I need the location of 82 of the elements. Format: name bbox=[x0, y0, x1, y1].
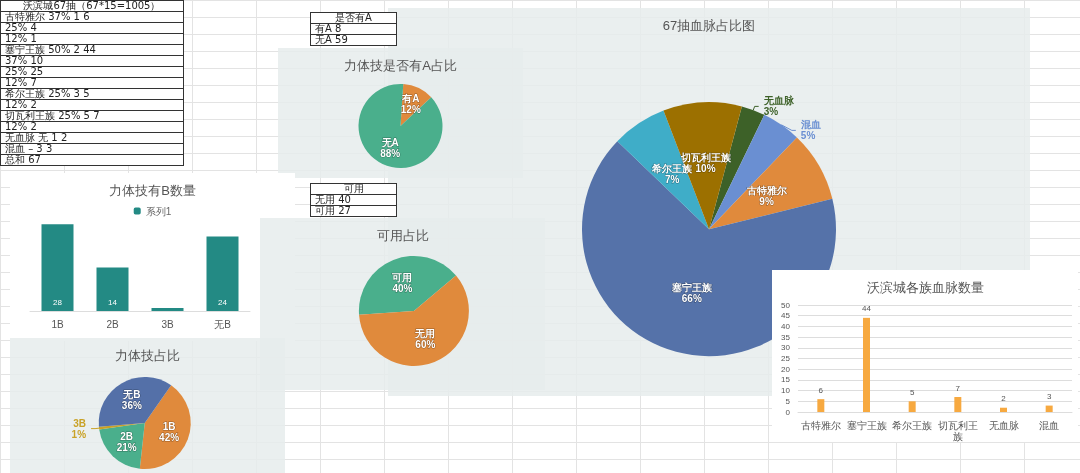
data-label: 40% bbox=[392, 282, 413, 294]
chart-title: 力体技有B数量 bbox=[109, 183, 196, 198]
text: 切瓦利王族 25% 5 7 bbox=[1, 110, 183, 122]
y-tick-label: 5 bbox=[785, 396, 791, 406]
text: 可用 bbox=[311, 183, 396, 195]
text: 古特雅尔 37% 1 6 bbox=[1, 11, 183, 23]
x-tick-label: 2B bbox=[106, 319, 119, 330]
y-tick-label: 35 bbox=[781, 332, 791, 342]
slice-label: 无A bbox=[380, 136, 399, 148]
data-label: 1% bbox=[71, 428, 87, 440]
text: 无用 40 bbox=[311, 194, 396, 206]
data-label: 5 bbox=[909, 387, 915, 397]
x-tick-label: 塞宁王族 bbox=[846, 420, 887, 431]
slice-label: 古特雅尔 bbox=[745, 184, 788, 196]
chart-title: 67抽血脉占比图 bbox=[662, 18, 756, 33]
chart-title: 力体技是否有A占比 bbox=[344, 58, 457, 73]
y-tick-label: 40 bbox=[781, 321, 791, 331]
text: 无A 59 bbox=[314, 34, 349, 45]
data-label: 14 bbox=[108, 297, 118, 307]
data-label: 2 bbox=[1001, 394, 1007, 404]
data-label: 3 bbox=[1046, 392, 1052, 402]
text: 混血 – 3 3 bbox=[1, 143, 183, 155]
legend-label: 系列1 bbox=[145, 205, 172, 217]
slice-label: 可用 bbox=[391, 271, 413, 283]
x-tick-label: 无血脉 bbox=[988, 420, 1019, 431]
data-label: 9% bbox=[759, 195, 774, 207]
data-label: 5% bbox=[800, 130, 816, 142]
slice-label: 无血脉 bbox=[762, 95, 795, 107]
y-tick-label: 20 bbox=[781, 364, 791, 374]
y-tick-label: 45 bbox=[781, 311, 791, 321]
text: 沃滨城67抽（67*15=1005） bbox=[1, 0, 183, 12]
x-tick-label: 希尔王族 bbox=[892, 420, 933, 431]
y-tick-label: 0 bbox=[785, 407, 791, 417]
text: 希尔王族 25% 3 5 bbox=[1, 88, 183, 100]
text: 25% 4 bbox=[1, 22, 183, 34]
text: 无血脉 无 1 2 bbox=[1, 132, 183, 144]
y-tick-label: 30 bbox=[781, 343, 791, 353]
x-tick-label: 混血 bbox=[1039, 420, 1060, 431]
slice-label: 混血 bbox=[799, 119, 821, 131]
text: 12% 1 bbox=[1, 33, 183, 45]
slice-label: 有A bbox=[401, 93, 420, 105]
text: 12% 2 bbox=[1, 99, 183, 111]
text: 塞宁王族 50% 2 44 bbox=[1, 44, 183, 56]
data-label: 66% bbox=[681, 293, 702, 305]
y-tick-label: 50 bbox=[781, 300, 791, 310]
text: 是否有A bbox=[311, 12, 396, 24]
text: 可用 27 bbox=[314, 205, 352, 216]
text: 25% 25 bbox=[1, 66, 183, 78]
data-label: 44 bbox=[862, 304, 872, 314]
slice-label: 塞宁王族 bbox=[670, 282, 713, 294]
y-tick-label: 10 bbox=[781, 386, 791, 396]
text: 总和 67 bbox=[4, 154, 42, 165]
x-tick-label: 古特雅尔 bbox=[800, 420, 841, 431]
text: 有A 8 bbox=[311, 23, 396, 35]
data-label: 7 bbox=[955, 383, 961, 393]
data-label: 60% bbox=[415, 339, 436, 351]
slice-label: 无B bbox=[122, 389, 141, 401]
x-tick-label: 3B bbox=[161, 319, 174, 330]
slice-label: 切瓦利王族 bbox=[679, 151, 732, 163]
text: 37% 10 bbox=[1, 55, 183, 67]
x-tick-label: 无B bbox=[214, 319, 232, 330]
chart-title: 可用占比 bbox=[376, 228, 429, 243]
data-label: 10% bbox=[695, 162, 716, 174]
text: 12% 7 bbox=[1, 77, 183, 89]
data-label: 7% bbox=[664, 173, 680, 185]
data-label: 6 bbox=[818, 385, 824, 395]
data-label: 3% bbox=[763, 106, 779, 118]
slice-label: 2B bbox=[120, 430, 134, 442]
y-tick-label: 25 bbox=[781, 354, 791, 363]
chart-title: 沃滨城各族血脉数量 bbox=[866, 280, 984, 295]
data-label: 24 bbox=[218, 297, 228, 307]
data-label: 21% bbox=[116, 441, 137, 453]
x-tick-label: 1B bbox=[51, 319, 64, 330]
y-tick-label: 15 bbox=[781, 375, 791, 385]
text: 12% 2 bbox=[1, 121, 183, 133]
data-label: 28 bbox=[53, 297, 63, 307]
chart-title: 力体技占比 bbox=[115, 348, 180, 363]
x-tick-label: 切瓦利王族 bbox=[937, 420, 978, 442]
data-label: 42% bbox=[159, 432, 180, 444]
data-label: 88% bbox=[380, 147, 401, 159]
data-label: 36% bbox=[121, 400, 142, 412]
slice-label: 无用 bbox=[414, 328, 436, 340]
